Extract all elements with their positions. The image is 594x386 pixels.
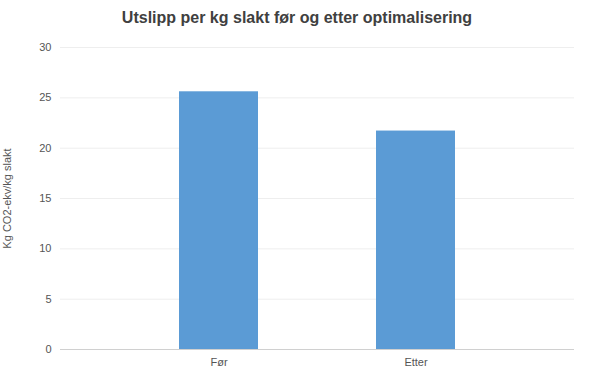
svg-text:Før: Før bbox=[210, 356, 227, 368]
svg-text:Kg CO2-ekv/kg slakt: Kg CO2-ekv/kg slakt bbox=[1, 148, 13, 248]
svg-text:5: 5 bbox=[45, 293, 51, 305]
svg-text:0: 0 bbox=[45, 343, 51, 355]
svg-text:20: 20 bbox=[39, 142, 51, 154]
svg-text:25: 25 bbox=[39, 91, 51, 103]
svg-text:15: 15 bbox=[39, 192, 51, 204]
svg-text:30: 30 bbox=[39, 41, 51, 53]
html-text:Utslipp per kg slakt før og et: Utslipp per kg slakt før og etter optima… bbox=[121, 9, 473, 26]
svg-text:10: 10 bbox=[39, 242, 51, 254]
svg-text:Etter: Etter bbox=[404, 356, 428, 368]
